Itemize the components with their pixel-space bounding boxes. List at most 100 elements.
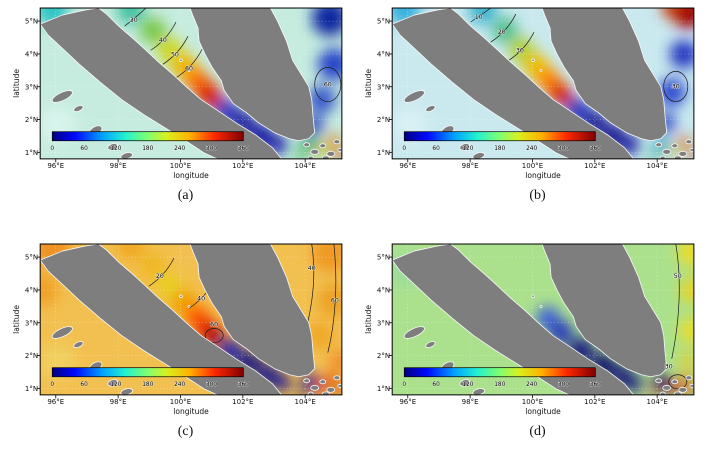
svg-text:2°N: 2°N [25,351,38,360]
svg-text:40: 40 [308,265,316,272]
map-panel-a: 30 40 50 60 60 0 60 120 180 240 300 360 … [12,4,359,204]
colorbar-ticks: 0 60 120 180 240 300 360 [402,145,602,152]
svg-text:60: 60 [432,382,440,388]
svg-text:2°N: 2°N [377,115,390,124]
svg-text:300: 300 [558,382,569,388]
svg-text:96°E: 96°E [399,161,416,170]
svg-text:5°N: 5°N [25,17,38,26]
svg-text:360: 360 [238,382,249,388]
svg-text:240: 240 [526,146,537,152]
colorbar [403,131,596,142]
x-axis-label: longitude [525,171,561,180]
water-color-field-c [40,244,342,395]
x-axis-label: longitude [173,171,209,180]
svg-text:2°N: 2°N [25,115,38,124]
svg-text:0: 0 [50,146,54,152]
svg-text:30: 30 [665,364,673,371]
svg-text:5°N: 5°N [377,253,390,262]
svg-text:3°N: 3°N [377,82,390,91]
svg-text:300: 300 [558,146,569,152]
contour-labels: 10 20 30 30 [474,14,680,91]
x-tick-labels: 96°E 98°E 100°E 102°E 104°E [47,161,316,170]
svg-text:10: 10 [475,14,483,21]
svg-text:30: 30 [672,83,680,90]
svg-text:180: 180 [494,382,505,388]
y-tick-labels: 5°N 4°N 3°N 2°N 1°N [25,253,38,393]
svg-text:104°E: 104°E [646,161,667,170]
svg-text:1°N: 1°N [25,384,38,393]
panel-caption-a: (a) [177,188,194,203]
colorbar-ticks: 0 60 120 180 240 300 360 [50,145,250,152]
svg-text:20: 20 [498,29,506,36]
svg-text:240: 240 [174,146,185,152]
svg-text:60: 60 [210,321,218,328]
panel-caption-d: (d) [529,424,546,439]
y-axis-label: latitude [364,69,373,98]
svg-text:120: 120 [462,382,473,388]
svg-text:30: 30 [516,47,524,54]
svg-text:0: 0 [402,382,406,388]
svg-text:60: 60 [324,81,332,88]
svg-text:300: 300 [206,146,217,152]
svg-text:60: 60 [331,297,339,304]
svg-text:120: 120 [110,382,121,388]
x-tick-labels: 96°E 98°E 100°E 102°E 104°E [47,397,316,406]
svg-text:98°E: 98°E [462,161,479,170]
svg-text:4°N: 4°N [25,49,38,58]
map-a: 30 40 50 60 60 0 60 120 180 240 300 360 … [12,7,343,180]
svg-text:100°E: 100°E [522,397,543,406]
svg-text:3°N: 3°N [377,318,390,327]
contour-labels: 20 40 60 40 60 [155,265,339,329]
colorbar [51,367,244,378]
x-axis-label: longitude [173,407,209,416]
svg-text:2°N: 2°N [377,351,390,360]
svg-text:98°E: 98°E [110,161,127,170]
y-tick-labels: 5°N 4°N 3°N 2°N 1°N [377,253,390,393]
svg-text:50: 50 [171,51,179,58]
svg-text:240: 240 [174,382,185,388]
svg-text:104°E: 104°E [294,397,315,406]
svg-text:3°N: 3°N [25,318,38,327]
map-panel-c: 20 40 60 40 60 0 60 120 180 240 300 360 … [12,240,359,440]
svg-text:1°N: 1°N [377,384,390,393]
svg-text:60: 60 [80,146,88,152]
svg-text:102°E: 102°E [584,397,605,406]
svg-text:60: 60 [432,146,440,152]
svg-text:360: 360 [590,146,601,152]
svg-text:0: 0 [402,146,406,152]
map-panel-b: 10 20 30 30 0 60 120 180 240 300 360 5°N… [364,4,711,204]
svg-text:30: 30 [130,17,138,24]
svg-text:180: 180 [142,146,153,152]
y-axis-label: latitude [364,305,373,334]
svg-text:360: 360 [590,382,601,388]
svg-text:40: 40 [159,37,167,44]
svg-text:360: 360 [238,146,249,152]
svg-text:5°N: 5°N [25,253,38,262]
contour-lines [470,8,689,102]
svg-text:60: 60 [80,382,88,388]
svg-text:5°N: 5°N [377,17,390,26]
y-axis-label: latitude [12,305,21,334]
map-c: 20 40 60 40 60 0 60 120 180 240 300 360 … [12,243,343,416]
svg-text:100°E: 100°E [170,397,191,406]
svg-text:50: 50 [674,273,682,280]
svg-text:0: 0 [50,382,54,388]
svg-text:120: 120 [110,146,121,152]
svg-text:96°E: 96°E [47,397,64,406]
map-b: 10 20 30 30 0 60 120 180 240 300 360 5°N… [364,7,695,180]
colorbar [51,131,244,142]
svg-text:102°E: 102°E [232,161,253,170]
svg-text:96°E: 96°E [47,161,64,170]
svg-text:4°N: 4°N [25,285,38,294]
contour-labels: 50 30 [664,273,682,372]
svg-text:120: 120 [462,146,473,152]
x-tick-labels: 96°E 98°E 100°E 102°E 104°E [399,161,668,170]
svg-text:104°E: 104°E [646,397,667,406]
panel-caption-c: (c) [177,424,194,439]
svg-text:1°N: 1°N [377,148,390,157]
svg-text:102°E: 102°E [232,397,253,406]
svg-text:300: 300 [206,382,217,388]
svg-text:4°N: 4°N [377,285,390,294]
svg-text:4°N: 4°N [377,49,390,58]
